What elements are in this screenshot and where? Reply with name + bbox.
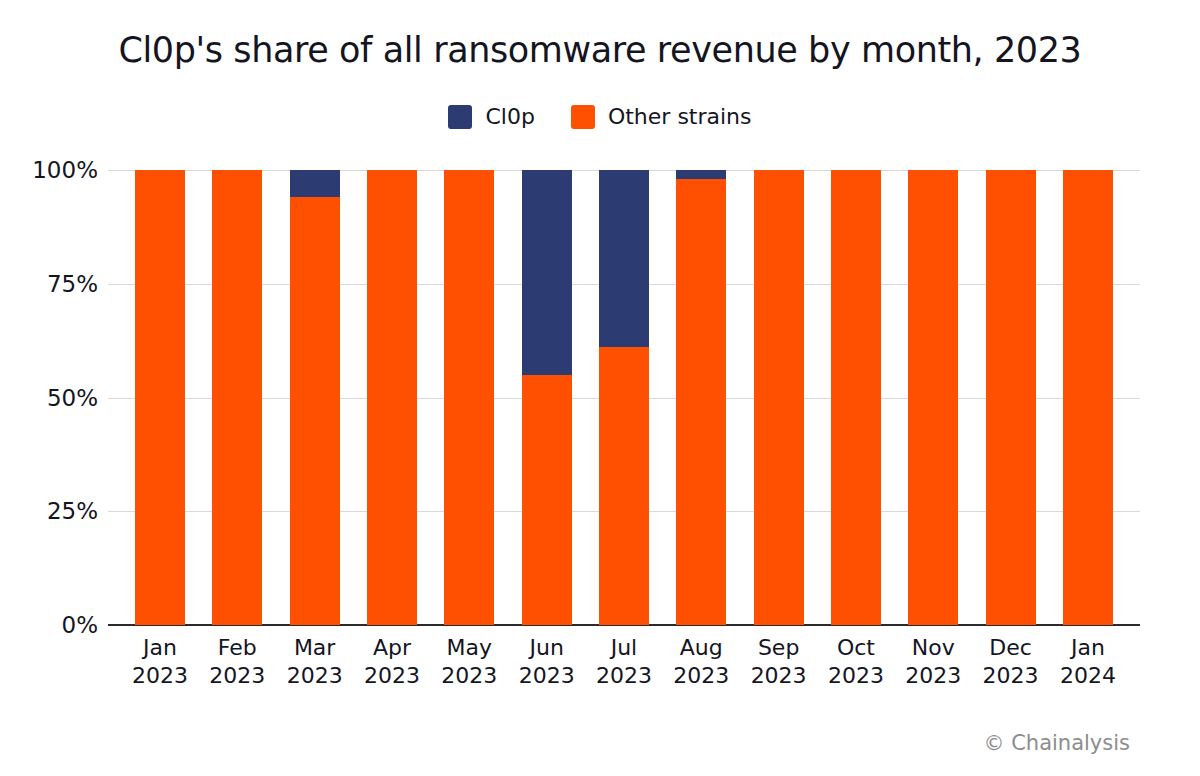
x-label-month: May (447, 634, 492, 662)
x-label-year: 2023 (905, 662, 961, 690)
bar-mar-2023 (290, 170, 340, 625)
bar-apr-2023 (367, 170, 417, 625)
bar-segment-cl0p (676, 170, 726, 179)
bar-sep-2023 (754, 170, 804, 625)
y-tick-label-25: 25% (47, 498, 98, 524)
legend-item-other-strains: Other strains (571, 104, 752, 129)
x-label-year: 2023 (751, 662, 807, 690)
x-label-month: Sep (758, 634, 799, 662)
y-tick-label-0: 0% (62, 612, 99, 638)
bar-segment-other-strains (444, 170, 494, 625)
x-tick-label-jan-2024: Jan2024 (1063, 634, 1113, 690)
bar-segment-other-strains (522, 375, 572, 625)
chart-legend: Cl0p Other strains (0, 104, 1200, 129)
bar-jun-2023 (522, 170, 572, 625)
legend-label: Other strains (608, 104, 752, 129)
y-tick-label-50: 50% (47, 385, 98, 411)
bar-segment-other-strains (212, 170, 262, 625)
x-tick-label-jan-2023: Jan2023 (135, 634, 185, 690)
legend-label: Cl0p (485, 104, 534, 129)
x-tick-label-sep-2023: Sep2023 (754, 634, 804, 690)
legend-item-cl0p: Cl0p (448, 104, 534, 129)
bar-jan-2024 (1063, 170, 1113, 625)
bar-segment-cl0p (599, 170, 649, 347)
x-label-year: 2023 (209, 662, 265, 690)
bar-segment-cl0p (290, 170, 340, 197)
bar-dec-2023 (986, 170, 1036, 625)
x-tick-label-oct-2023: Oct2023 (831, 634, 881, 690)
bar-jan-2023 (135, 170, 185, 625)
chart-title: Cl0p's share of all ransomware revenue b… (0, 30, 1200, 70)
x-tick-label-dec-2023: Dec2023 (986, 634, 1036, 690)
x-label-year: 2024 (1060, 662, 1116, 690)
x-tick-label-jul-2023: Jul2023 (599, 634, 649, 690)
plot-area (108, 170, 1140, 625)
bar-aug-2023 (676, 170, 726, 625)
chart-canvas: Cl0p's share of all ransomware revenue b… (0, 0, 1200, 776)
bar-segment-other-strains (290, 197, 340, 625)
x-tick-label-nov-2023: Nov2023 (908, 634, 958, 690)
x-tick-label-aug-2023: Aug2023 (676, 634, 726, 690)
x-label-month: Mar (294, 634, 336, 662)
x-label-year: 2023 (519, 662, 575, 690)
y-axis-labels: 100%75%50%25%0% (0, 170, 98, 625)
y-tick-label-100: 100% (32, 157, 98, 183)
x-label-month: Jan (143, 634, 177, 662)
x-label-month: Dec (989, 634, 1032, 662)
x-tick-label-apr-2023: Apr2023 (367, 634, 417, 690)
x-label-month: Jan (1071, 634, 1105, 662)
bar-series (108, 170, 1140, 625)
bar-segment-other-strains (135, 170, 185, 625)
legend-swatch-cl0p (448, 105, 472, 129)
x-label-year: 2023 (983, 662, 1039, 690)
bar-segment-other-strains (754, 170, 804, 625)
bar-segment-other-strains (676, 179, 726, 625)
x-axis-labels: Jan2023Feb2023Mar2023Apr2023May2023Jun20… (108, 634, 1140, 690)
x-tick-label-mar-2023: Mar2023 (290, 634, 340, 690)
x-label-year: 2023 (596, 662, 652, 690)
x-label-month: Feb (218, 634, 257, 662)
bar-feb-2023 (212, 170, 262, 625)
x-tick-label-jun-2023: Jun2023 (522, 634, 572, 690)
bar-segment-cl0p (522, 170, 572, 375)
x-label-year: 2023 (132, 662, 188, 690)
bar-may-2023 (444, 170, 494, 625)
credit-text: © Chainalysis (983, 731, 1130, 755)
bar-oct-2023 (831, 170, 881, 625)
x-label-year: 2023 (673, 662, 729, 690)
x-label-year: 2023 (441, 662, 497, 690)
bar-nov-2023 (908, 170, 958, 625)
bar-segment-other-strains (599, 347, 649, 625)
bar-segment-other-strains (831, 170, 881, 625)
x-label-year: 2023 (364, 662, 420, 690)
x-label-month: Jul (611, 634, 638, 662)
bar-segment-other-strains (1063, 170, 1113, 625)
legend-swatch-other-strains (571, 105, 595, 129)
bar-segment-other-strains (986, 170, 1036, 625)
x-label-month: Jun (529, 634, 563, 662)
bar-segment-other-strains (367, 170, 417, 625)
bar-segment-other-strains (908, 170, 958, 625)
x-label-month: Nov (912, 634, 955, 662)
y-tick-label-75: 75% (47, 271, 98, 297)
x-tick-label-feb-2023: Feb2023 (212, 634, 262, 690)
bar-jul-2023 (599, 170, 649, 625)
x-label-month: Oct (837, 634, 875, 662)
x-label-year: 2023 (828, 662, 884, 690)
x-label-month: Aug (680, 634, 723, 662)
x-label-month: Apr (373, 634, 411, 662)
x-label-year: 2023 (287, 662, 343, 690)
x-tick-label-may-2023: May2023 (444, 634, 494, 690)
